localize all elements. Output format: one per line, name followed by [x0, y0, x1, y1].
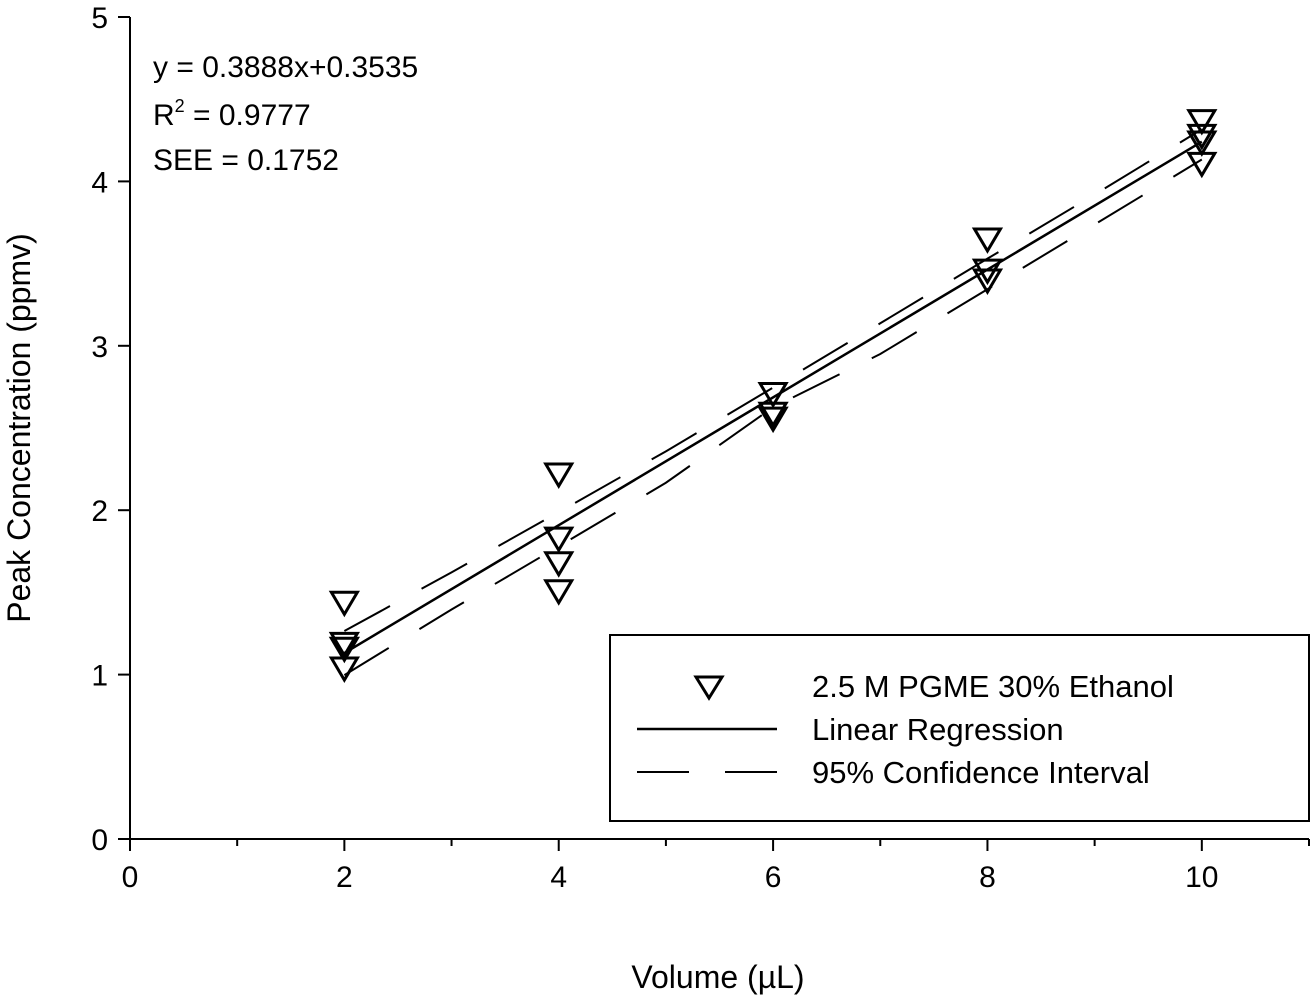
data-point	[543, 551, 575, 578]
x-tick-label: 6	[765, 861, 782, 894]
r2-value: = 0.9777	[185, 99, 311, 132]
regression-line	[343, 140, 1203, 655]
data-point	[543, 462, 575, 489]
x-tick-label: 0	[122, 861, 139, 894]
data-point	[757, 401, 789, 429]
data-point	[328, 590, 360, 618]
x-tick-label: 2	[336, 861, 353, 894]
data-points	[328, 109, 1218, 683]
x-axis-label: Volume (µL)	[631, 959, 804, 995]
axes: 0 2 4 6 8 10 0 1 2 3 4 5	[91, 2, 1310, 894]
y-tick-label: 0	[91, 824, 108, 857]
regression-line-path	[343, 140, 1203, 655]
annotation: y = 0.3888x+0.3535 R2 = 0.9777 SEE = 0.1…	[153, 51, 418, 177]
data-point	[328, 636, 360, 664]
r2-sup: 2	[175, 96, 185, 116]
data-point	[757, 381, 789, 409]
data-point	[757, 406, 789, 434]
y-axis-label: Peak Concentration (ppmv)	[1, 233, 37, 623]
x-tick-label: 4	[550, 861, 567, 894]
data-point	[1186, 151, 1218, 179]
y-tick-label: 2	[91, 495, 108, 528]
data-point	[543, 526, 575, 554]
confidence-interval	[343, 128, 1203, 676]
data-point	[971, 268, 1004, 295]
legend-label-data: 2.5 M PGME 30% Ethanol	[812, 669, 1174, 704]
equation-label: y = 0.3888x+0.3535	[153, 51, 418, 84]
legend-marker-triangle	[693, 675, 725, 701]
ci-upper-line	[343, 128, 1203, 632]
legend-label-regression: Linear Regression	[812, 712, 1064, 747]
y-tick-label: 4	[91, 166, 108, 199]
data-point	[328, 631, 360, 659]
r2-r: R	[153, 99, 175, 132]
data-point	[1186, 123, 1218, 151]
y-tick-label: 5	[91, 2, 108, 35]
data-point	[971, 227, 1004, 254]
ci-lower-line	[343, 158, 1203, 676]
r-squared-label: R2 = 0.9777	[153, 96, 311, 132]
x-tick-label: 10	[1185, 861, 1218, 894]
legend: 2.5 M PGME 30% Ethanol Linear Regression…	[609, 634, 1310, 822]
x-tick-label: 8	[979, 861, 996, 894]
see-label: SEE = 0.1752	[153, 144, 339, 177]
data-point	[1186, 109, 1218, 136]
y-tick-label: 3	[91, 331, 108, 364]
legend-label-ci: 95% Confidence Interval	[812, 755, 1150, 790]
y-tick-label: 1	[91, 660, 108, 693]
data-point	[543, 579, 575, 606]
data-point	[328, 656, 360, 683]
data-point	[1186, 130, 1218, 157]
